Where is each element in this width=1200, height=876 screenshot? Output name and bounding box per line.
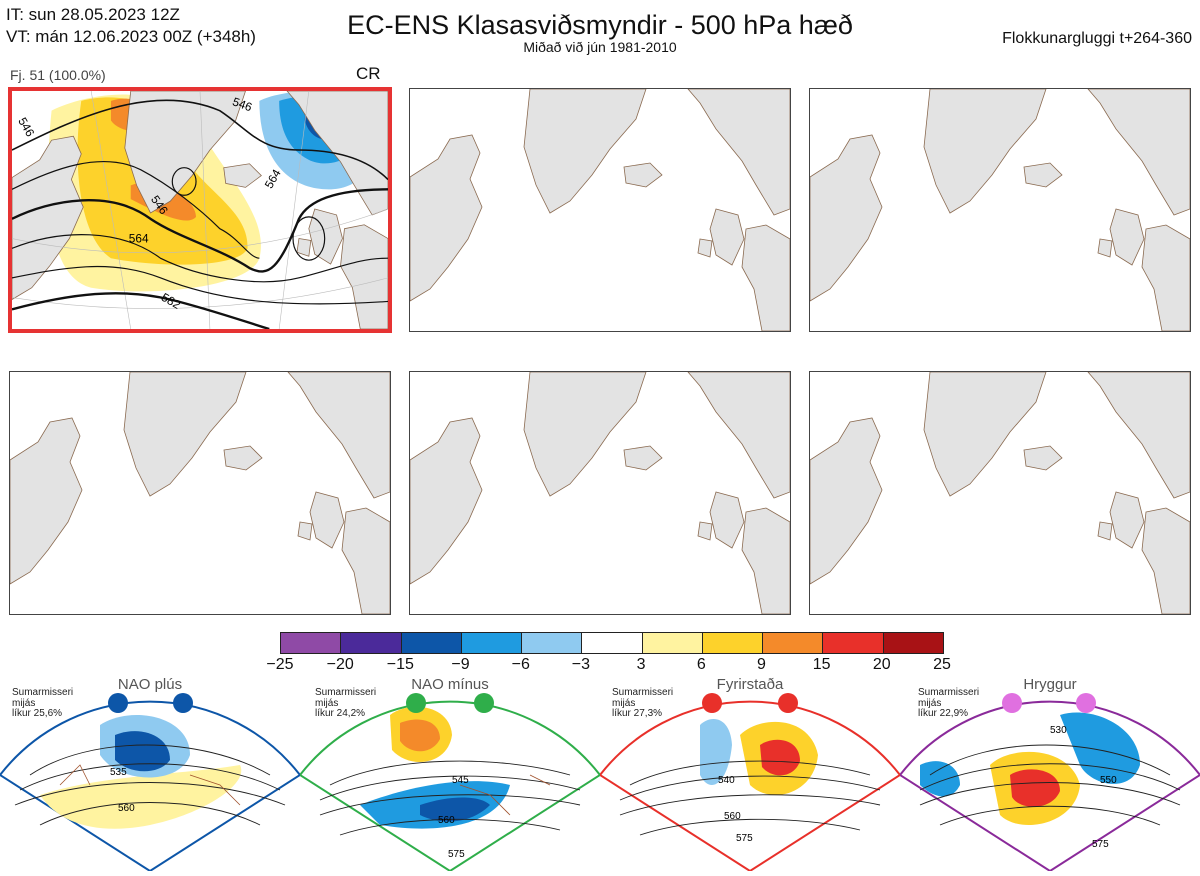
contour-label: 575 [1092,839,1109,850]
regime-dot-right [474,693,494,713]
regime-dot-right [1076,693,1096,713]
anomaly-pos-core [760,739,800,776]
page-title: EC-ENS Klasasviðsmyndir - 500 hPa hæð [347,10,853,40]
anomaly-pos-core [400,719,440,752]
colorbar-swatch [281,633,342,653]
member-count: Fj. 51 (100.0%) [10,67,106,83]
regime-name-nao-plus: NAO plús [117,676,183,693]
regime-name-blocking: Fyrirstaða [716,676,784,693]
contour-label: 535 [110,767,127,778]
colorbar-swatch [522,633,583,653]
contour-label: 550 [1100,775,1117,786]
regime-ridge: 530 550 575 [898,675,1200,873]
cluster-map-5-svg [410,372,790,614]
colorbar-tick-label: 9 [757,656,766,673]
cluster-map-1-svg: 546 546 546 564 564 582 [12,91,388,329]
colorbar-tick-label: −15 [386,656,414,673]
regime-info-nao-plus: Sumarmisseri mijás líkur 25,6% [12,687,74,719]
page-subtitle: Miðað við jún 1981-2010 [523,39,677,55]
regime-dot-left [1002,693,1022,713]
contour-label: 575 [736,833,753,844]
cluster-map-6-svg [810,372,1190,614]
colorbar-swatch [461,633,523,653]
cluster-map-4-svg [10,372,390,614]
regime-name-ridge: Hryggur [1023,676,1077,693]
regime-dot-left [108,693,128,713]
contour-label: 560 [118,803,135,814]
colorbar-swatch [702,633,764,653]
header-run-info: IT: sun 28.05.2023 12Z VT: mán 12.06.202… [6,4,256,48]
regime-blocking: 540 560 575 [598,675,902,873]
regime-dot-left [702,693,722,713]
colorbar [280,632,944,654]
regime-info-nao-minus: Sumarmisseri mijás líkur 24,2% [315,687,377,719]
regime-dot-left [406,693,426,713]
regime-nao-minus: 545 560 575 [298,675,602,873]
colorbar-tick-label: −9 [451,656,470,673]
height-contours [12,99,388,329]
colorbar-swatch [582,633,643,653]
anomaly-pos [40,765,242,829]
cluster-map-4 [9,371,391,615]
anomaly-neg-core [420,797,490,822]
colorbar-tick-label: 3 [636,656,646,673]
contour-label: 546 [15,115,37,139]
contour-label: 540 [718,775,735,786]
contour-label: 545 [452,775,469,786]
regime-dot-right [173,693,193,713]
regime-info-blocking: Sumarmisseri mijás líkur 27,3% [612,687,674,719]
cluster-map-1: 546 546 546 564 564 582 [8,87,392,333]
anomaly-neg [700,719,732,785]
regime-frame [598,700,902,873]
colorbar-tick-label: −3 [571,656,591,673]
regime-info-ridge: Sumarmisseri mijás líkur 22,9% [918,687,980,719]
cluster-map-2-svg [410,89,790,331]
cluster-map-6 [809,371,1191,615]
colorbar-tick-label: 20 [872,656,891,673]
initial-time: IT: sun 28.05.2023 12Z [6,5,180,24]
contour-label: 546 [231,94,255,114]
contour-label: 564 [262,166,284,190]
colorbar-tick-label: 6 [696,656,706,673]
colorbar-swatch [763,633,824,653]
anomaly-neg-2 [920,761,960,797]
contour-label: 575 [448,849,465,860]
colorbar-swatch [341,633,402,653]
colorbar-swatch [401,633,462,653]
anomaly-neg-core [115,731,170,772]
contour-label: 560 [438,815,455,826]
colorbar-swatch [642,633,703,653]
regime-code: CR [356,64,381,83]
regime-nao-plus: 535 560 [0,675,302,873]
anomaly-neg [1060,712,1140,784]
contour-label: 560 [724,811,741,822]
regime-name-nao-minus: NAO mínus [411,676,489,693]
colorbar-tick-label: −20 [326,656,354,673]
colorbar-tick-label: −25 [266,656,294,673]
classification-window: Flokkunargluggi t+264-360 [1002,30,1192,47]
valid-time: VT: mán 12.06.2023 00Z (+348h) [6,27,256,46]
colorbar-tick-label: 15 [812,656,831,673]
anomaly-pos-core [1010,769,1060,807]
contour-label: 530 [1050,725,1067,736]
colorbar-swatch [823,633,884,653]
colorbar-swatch [883,633,943,653]
colorbar-tick-label: 25 [933,656,951,673]
cluster-map-3 [809,88,1191,332]
colorbar-tick-label: −6 [511,656,530,673]
cluster-map-3-svg [810,89,1190,331]
cluster-map-5 [409,371,791,615]
cluster-map-2 [409,88,791,332]
contour-label: 564 [129,231,149,245]
regime-dot-right [778,693,798,713]
